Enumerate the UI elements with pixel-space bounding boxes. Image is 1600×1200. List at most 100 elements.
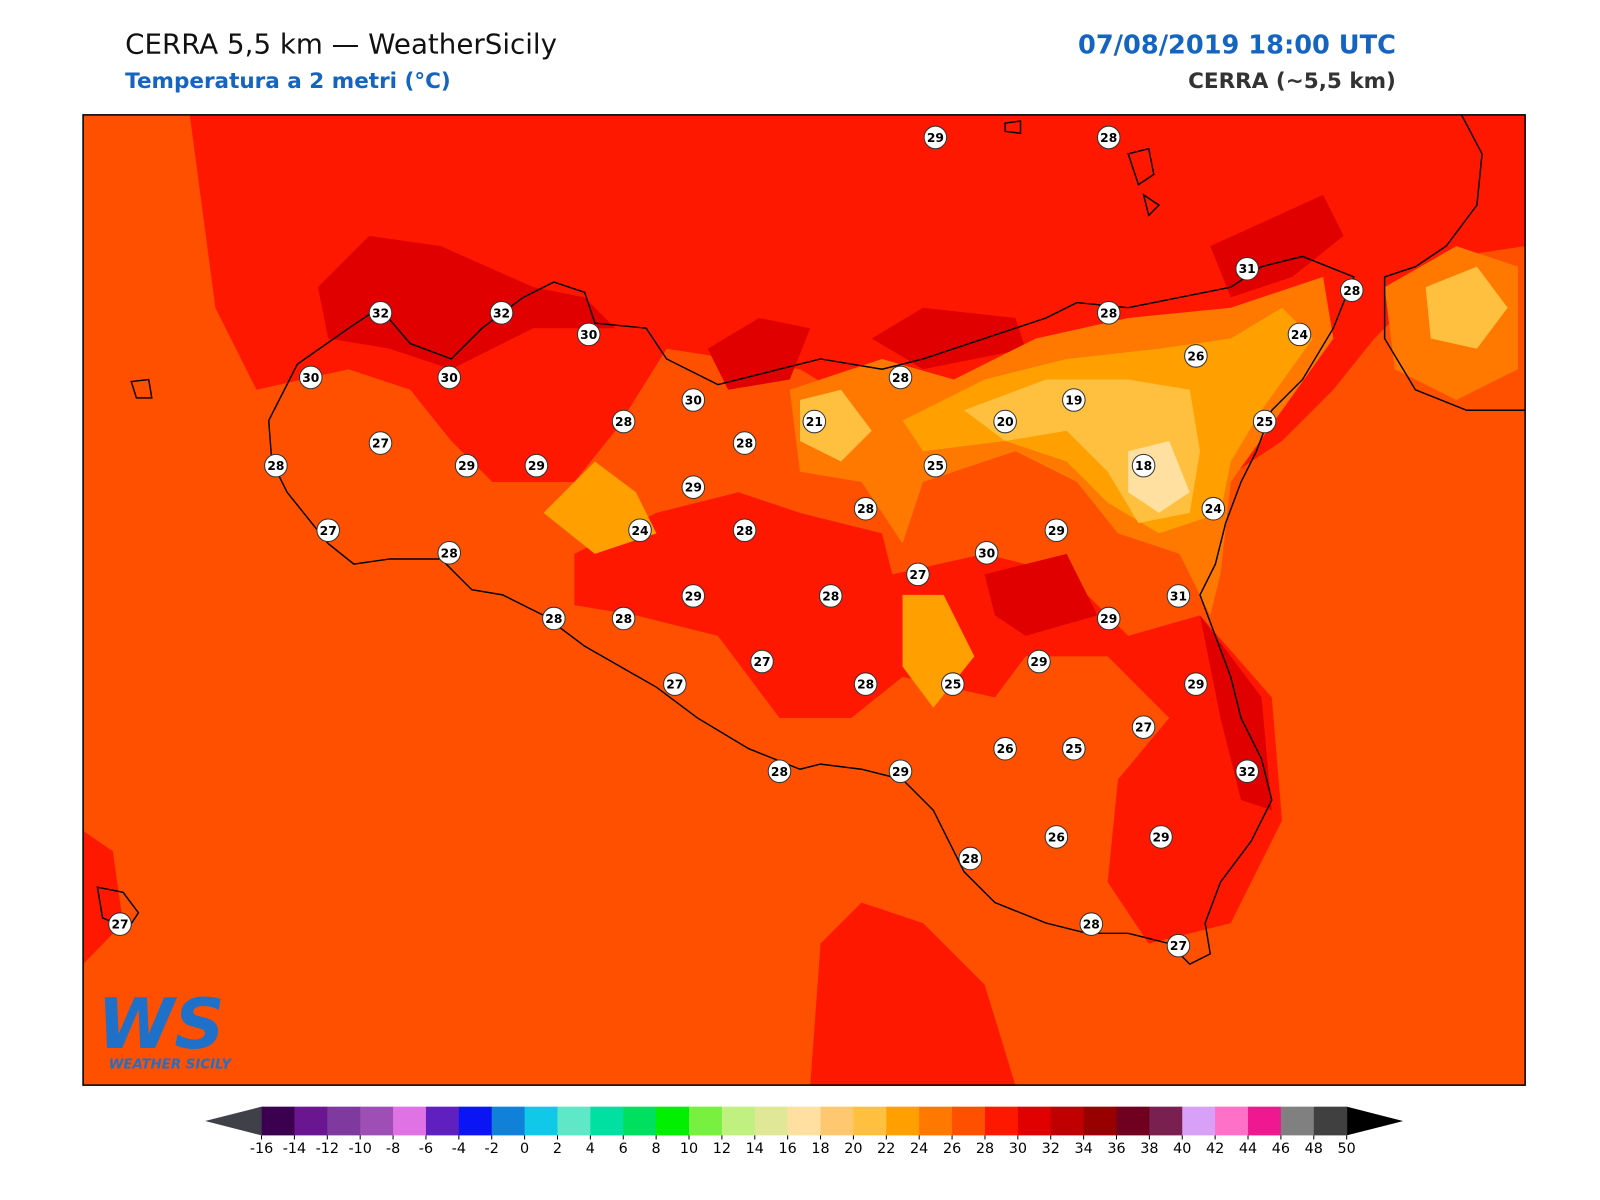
colorbar-tick-label: 44 (1239, 1141, 1257, 1157)
logo-mark: WS (97, 984, 224, 1065)
colorbar-tick-label: -10 (348, 1141, 371, 1157)
colorbar-tick-label: -8 (386, 1141, 400, 1157)
station: 30 (576, 322, 601, 347)
station-marker (888, 759, 913, 784)
station-value: 28 (771, 765, 788, 779)
station-marker (1044, 518, 1069, 543)
station: 30 (681, 388, 706, 412)
colorbar-swatch (656, 1106, 690, 1136)
station-marker (1044, 825, 1069, 849)
station: 29 (1184, 672, 1208, 696)
station: 24 (1201, 496, 1226, 521)
station: 25 (1062, 736, 1086, 761)
station-marker (1131, 453, 1156, 478)
colorbar-tick-label: 32 (1042, 1141, 1060, 1157)
station-marker (489, 301, 514, 325)
colorbar-swatch (1215, 1106, 1249, 1136)
station-marker (923, 125, 948, 150)
colorbar-swatch (853, 1106, 887, 1136)
colorbar-swatch (1050, 1106, 1085, 1136)
station-value: 28 (822, 589, 839, 603)
station-value: 28 (962, 852, 979, 866)
colorbar-swatch (360, 1106, 394, 1136)
station-marker (974, 541, 999, 565)
colorbar-swatch (491, 1106, 526, 1136)
station-value: 32 (1239, 765, 1256, 779)
station-marker (524, 453, 549, 478)
station-value: 27 (666, 678, 683, 692)
station-marker (1339, 278, 1364, 303)
colorbar-swatch (590, 1106, 624, 1136)
station-marker (1287, 322, 1312, 347)
station-value: 26 (1048, 830, 1065, 844)
station-marker (628, 518, 652, 543)
station-value: 27 (753, 655, 770, 669)
station: 28 (1096, 301, 1121, 325)
colorbar-swatch (820, 1106, 854, 1136)
station-value: 25 (1065, 742, 1082, 756)
colorbar-swatch (919, 1106, 953, 1136)
station: 28 (853, 672, 878, 696)
station-marker (663, 672, 687, 696)
colorbar-swatch (557, 1106, 591, 1136)
colorbar-tick-label: 2 (553, 1141, 562, 1157)
station-value: 30 (302, 371, 319, 385)
station: 29 (1027, 649, 1051, 674)
station: 30 (974, 541, 999, 565)
colorbar-swatch (393, 1106, 427, 1136)
station: 27 (368, 431, 393, 455)
station: 32 (1235, 759, 1259, 784)
station-marker (750, 649, 774, 674)
station: 30 (298, 365, 323, 390)
colorbar-swatch (1182, 1106, 1216, 1136)
colorbar-tick-label: 6 (619, 1141, 628, 1157)
colorbar-swatch (458, 1106, 493, 1136)
temperature-field (83, 114, 1526, 1086)
field-cool (902, 594, 975, 708)
station-marker (437, 541, 462, 565)
station: 31 (1166, 584, 1191, 608)
station-value: 27 (1135, 721, 1152, 735)
colorbar-tick-label: 20 (844, 1141, 862, 1157)
title: CERRA 5,5 km — WeatherSicily (125, 27, 557, 60)
subtitle: Temperatura a 2 metri (°C) (125, 69, 451, 94)
station-marker (767, 759, 792, 784)
station-value: 29 (685, 481, 702, 495)
station: 25 (923, 453, 948, 478)
station-value: 29 (892, 765, 909, 779)
field-hot (317, 235, 616, 370)
station-marker (681, 475, 706, 499)
station: 31 (1235, 256, 1259, 281)
station-marker (1252, 409, 1277, 434)
station-value: 30 (978, 546, 995, 560)
station-marker (1096, 606, 1121, 631)
station: 27 (663, 672, 687, 696)
station-value: 25 (944, 678, 961, 692)
station-marker (368, 431, 393, 455)
station-value: 24 (1205, 502, 1222, 516)
colorbar-tick-label: 38 (1140, 1141, 1158, 1157)
colorbar-tick-label: -16 (250, 1141, 273, 1157)
colorbar-swatch (1083, 1106, 1118, 1136)
station-marker (1027, 649, 1051, 674)
islands (96, 378, 153, 930)
station-marker (732, 431, 757, 455)
station-marker (1131, 715, 1156, 739)
colorbar-swatch (984, 1106, 1019, 1136)
colorbar-tick-label: 48 (1305, 1141, 1323, 1157)
station-value: 32 (372, 306, 389, 320)
station-value: 24 (1291, 328, 1308, 342)
station: 29 (1096, 606, 1121, 631)
station: 32 (489, 301, 514, 325)
station-marker (611, 409, 636, 434)
station-marker (454, 453, 479, 478)
station-value: 29 (1152, 830, 1169, 844)
station-value: 27 (111, 918, 128, 932)
station-marker (1096, 125, 1121, 150)
station-value: 28 (441, 546, 458, 560)
station-marker (941, 672, 965, 696)
field-cooler (800, 389, 872, 462)
station: 28 (1096, 125, 1121, 150)
field-hot (984, 553, 1098, 636)
